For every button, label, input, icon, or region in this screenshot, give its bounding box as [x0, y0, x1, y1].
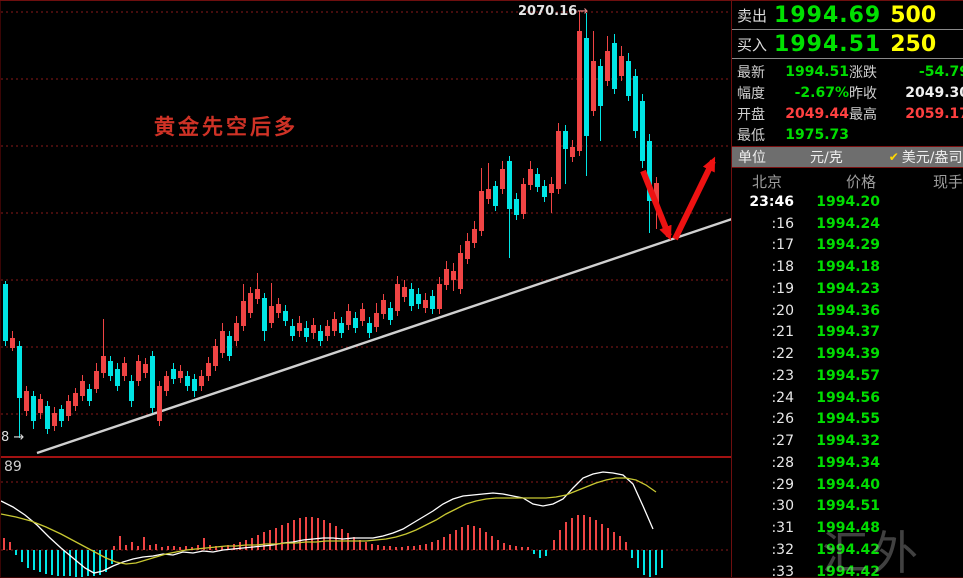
unit-label: 单位 — [738, 150, 766, 166]
unit-value[interactable]: 元/克 — [810, 150, 843, 166]
tick-row: 23:46 1994.20 — [749, 193, 880, 210]
tick-row: :32 1994.42 — [771, 541, 880, 558]
tick-row: :17 1994.29 — [771, 237, 880, 254]
tick-row: :30 1994.51 — [771, 498, 880, 515]
indicator-fast-line — [1, 471, 654, 574]
stat-row: 幅度 -2.67% 昨收 2049.30 — [737, 84, 963, 102]
stat-row: 最低 1975.73 — [737, 126, 849, 144]
tick-row: :31 1994.48 — [771, 520, 880, 537]
unit-alt-option[interactable]: 美元/盎司 — [901, 150, 963, 166]
chart-divider — [1, 456, 732, 458]
tick-row: :22 1994.39 — [771, 346, 880, 363]
sell-label: 卖出 — [737, 6, 768, 25]
tick-row: :28 1994.34 — [771, 454, 880, 471]
tick-row: :19 1994.23 — [771, 280, 880, 297]
candlestick-chart[interactable]: 2070.16→ 黄金先空后多 8 → 89 — [0, 1, 732, 577]
col-header-city: 北京 — [752, 173, 783, 191]
tick-row: :18 1994.18 — [771, 259, 880, 276]
main-chart-svg[interactable] — [1, 1, 732, 456]
left-low-price-label: 8 → — [1, 430, 25, 445]
tick-table: 23:46 1994.20 :16 1994.24 :17 1994.29 :18 1994.… — [732, 191, 963, 578]
trend-line — [36, 217, 732, 455]
sell-price: 1994.69 — [774, 2, 882, 28]
signal-arrow — [672, 156, 716, 241]
candles-group — [3, 11, 659, 438]
unit-selector-row: 单位 元/克 ✔ 美元/盎司 — [732, 146, 963, 168]
peak-price-label: 2070.16→ — [518, 4, 589, 19]
tick-table-header: 北京 价格 现手 — [732, 168, 963, 191]
indicator-chart-svg[interactable] — [1, 457, 732, 577]
sell-volume: 500 — [890, 2, 937, 28]
buy-quote-row: 买入 1994.51 250 — [732, 30, 963, 59]
tick-row: :27 1994.32 — [771, 433, 880, 450]
col-header-price: 价格 — [846, 173, 877, 191]
sell-quote-row: 卖出 1994.69 500 — [732, 1, 963, 30]
tick-row: :29 1994.40 — [771, 476, 880, 493]
tick-row: :23 1994.57 — [771, 367, 880, 384]
buy-label: 买入 — [737, 35, 768, 54]
tick-row: :16 1994.24 — [771, 215, 880, 232]
buy-price: 1994.51 — [774, 31, 882, 57]
buy-volume: 250 — [890, 31, 937, 57]
col-header-lots: 现手 — [932, 173, 963, 191]
tick-row: :26 1994.55 — [771, 411, 880, 428]
stat-row: 开盘 2049.44 最高 2059.17 — [737, 105, 963, 123]
quote-panel: 卖出 1994.69 500 买入 1994.51 250 最新 1994.51 涨… — [731, 1, 963, 577]
tick-row: :20 1994.36 — [771, 302, 880, 319]
indicator-slow-line — [1, 477, 657, 565]
chart-annotation: 黄金先空后多 — [154, 115, 298, 139]
tick-row: :21 1994.37 — [771, 324, 880, 341]
check-icon: ✔ — [888, 150, 899, 164]
indicator-param-label: 89 — [4, 459, 22, 475]
tick-row: :33 1994.42 — [771, 563, 880, 578]
signal-arrow — [640, 169, 672, 241]
peak-arrow-icon: → — [577, 4, 589, 19]
macd-histogram — [3, 515, 663, 577]
tick-row: :24 1994.56 — [771, 389, 880, 406]
